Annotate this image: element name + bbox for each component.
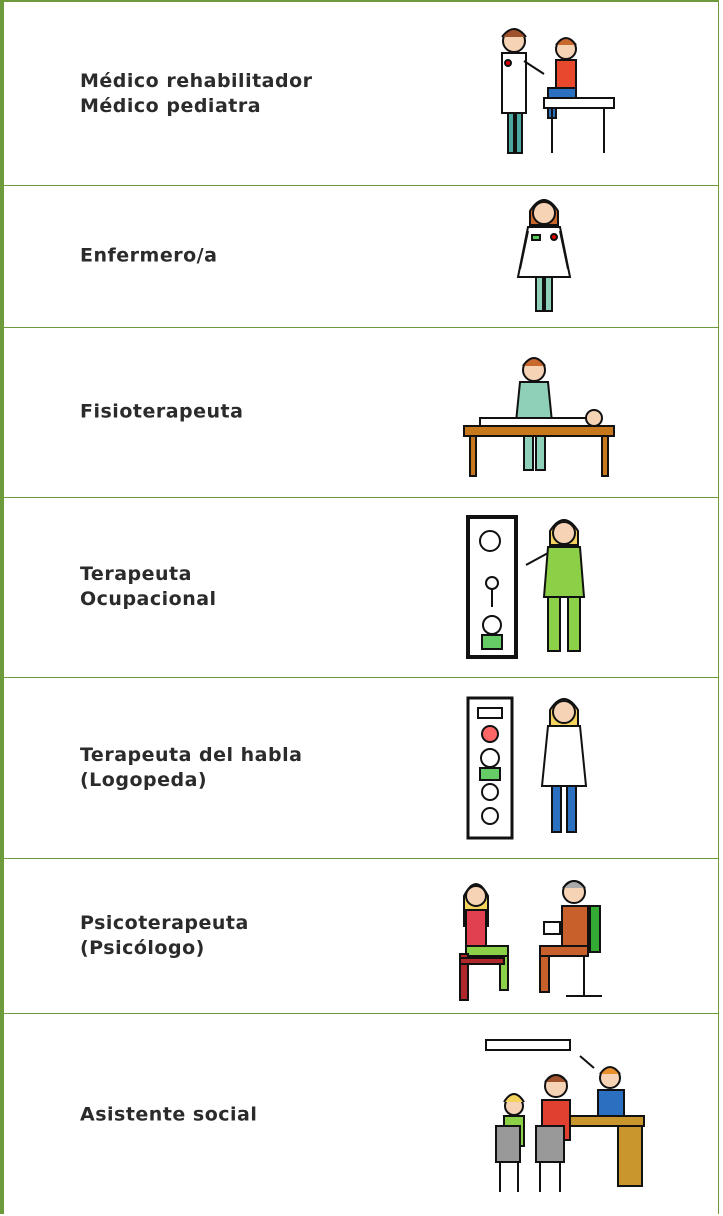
label-line: Fisioterapeuta — [80, 400, 244, 423]
row: Enfermero/a — [4, 185, 718, 328]
pictogram — [466, 696, 588, 839]
pictogram — [516, 199, 572, 312]
row-label: Asistente social — [80, 1102, 257, 1127]
row-label: Terapeuta del habla (Logopeda) — [80, 743, 302, 793]
pictogram — [463, 357, 615, 477]
row-label: Fisioterapeuta — [80, 400, 243, 425]
label-line: Médico pediatra — [80, 94, 262, 117]
row-label: Psicoterapeuta (Psicólogo) — [80, 911, 249, 961]
row: Asistente social — [4, 1013, 718, 1216]
pictogram — [466, 515, 586, 659]
row-label: Enfermero/a — [80, 244, 217, 269]
label-line: Asistente social — [80, 1103, 258, 1125]
label-line: Terapeuta — [80, 563, 192, 585]
label-line: Ocupacional — [80, 588, 217, 610]
row: Psicoterapeuta (Psicólogo) — [4, 858, 718, 1014]
row: Terapeuta Ocupacional — [4, 497, 718, 678]
label-line: (Logopeda) — [80, 768, 208, 791]
row: Médico rehabilitador Médico pediatra — [4, 2, 718, 186]
label-line: Médico rehabilitador — [80, 69, 313, 92]
row: Terapeuta del habla (Logopeda) — [4, 677, 718, 859]
row: Fisioterapeuta — [4, 327, 718, 498]
label-line: (Psicólogo) — [80, 936, 205, 959]
label-line: Psicoterapeuta — [80, 911, 249, 934]
pictogram — [501, 27, 615, 154]
pictogram — [485, 1038, 645, 1192]
label-line: Enfermero/a — [80, 244, 218, 267]
row-label: Médico rehabilitador Médico pediatra — [80, 69, 313, 119]
label-line: Terapeuta del habla — [80, 743, 303, 766]
pictogram — [459, 879, 602, 1001]
row-label: Terapeuta Ocupacional — [80, 562, 217, 612]
